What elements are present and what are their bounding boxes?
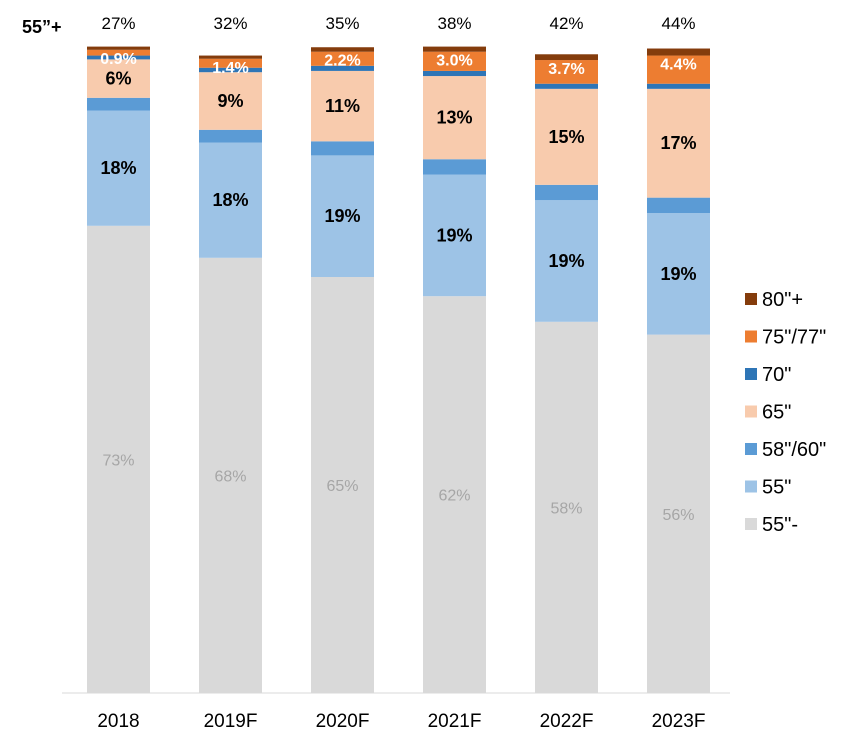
- bar-segment-5-5: [647, 55, 710, 84]
- x-tick-label-4: 2022F: [540, 711, 594, 732]
- bar-segment-0-5: [87, 49, 150, 56]
- bar-segment-2-4: [311, 65, 374, 71]
- row-label-55-plus: 55”+: [22, 17, 62, 37]
- data-label-1-3: 9%: [217, 91, 243, 111]
- legend: 80"+ 75"/77" 70" 65" 58"/60" 55" 55"-: [745, 289, 826, 536]
- legend-swatch-4: [745, 443, 757, 455]
- bar-segment-3-2: [423, 159, 486, 175]
- bar-segment-3-3: [423, 76, 486, 160]
- bar-segment-2-2: [311, 141, 374, 156]
- bar-segment-0-0: [87, 225, 150, 694]
- legend-swatch-1: [745, 330, 757, 343]
- bar-segment-1-3: [199, 72, 262, 130]
- legend-label-2: 70": [762, 364, 791, 386]
- data-label-5-3: 17%: [660, 133, 696, 153]
- total-label-0: 27%: [101, 14, 135, 33]
- legend-label-6: 55"-: [762, 514, 798, 536]
- bars-group: 73% 18% 6%0.9% 2018 27% 68% 18% 9% 1.4% 2019F 32% 6…: [87, 14, 710, 732]
- data-label-0-0: 73%: [102, 452, 134, 469]
- bar-segment-3-6: [423, 46, 486, 52]
- bar-segment-2-3: [311, 70, 374, 142]
- bar-segment-4-4: [535, 83, 598, 89]
- bar-segment-4-3: [535, 88, 598, 185]
- x-tick-label-3: 2021F: [428, 711, 482, 732]
- data-label-4-0: 58%: [550, 500, 582, 517]
- data-label-2-1: 19%: [324, 206, 360, 226]
- data-label-3-5: 3.0%: [436, 53, 472, 70]
- data-label-1-0: 68%: [214, 468, 246, 485]
- bar-segment-3-5: [423, 51, 486, 71]
- x-tick-label-2: 2020F: [316, 711, 370, 732]
- data-label-4-3: 15%: [548, 127, 584, 147]
- total-label-2: 35%: [325, 14, 359, 33]
- bar-segment-3-1: [423, 174, 486, 297]
- total-label-4: 42%: [549, 14, 583, 33]
- bar-segment-2-0: [311, 277, 374, 693]
- legend-label-3: 65": [762, 402, 791, 424]
- bar-segment-0-1: [87, 110, 150, 226]
- data-label-2-5: 2.2%: [324, 53, 360, 70]
- bar-segment-0-2: [87, 97, 150, 111]
- bar-segment-3-0: [423, 296, 486, 693]
- legend-label-5: 55": [762, 477, 791, 499]
- data-label-3-0: 62%: [438, 488, 470, 505]
- bar-segment-2-1: [311, 155, 374, 277]
- data-label-5-5: 4.4%: [660, 57, 696, 74]
- data-label-3-1: 19%: [436, 225, 472, 245]
- bar-segment-0-6: [87, 46, 150, 50]
- bar-segment-4-1: [535, 200, 598, 322]
- data-label-2-3: 11%: [325, 96, 360, 116]
- data-label-0-5: 0.9%: [100, 51, 136, 68]
- data-label-1-1: 18%: [212, 190, 248, 210]
- bar-segment-1-4: [199, 67, 262, 73]
- bar-segment-5-4: [647, 83, 710, 89]
- x-tick-label-0: 2018: [97, 711, 139, 732]
- legend-swatch-3: [745, 405, 757, 418]
- bar-segment-3-4: [423, 70, 486, 77]
- data-label-3-3: 13%: [436, 108, 472, 128]
- data-label-0-1: 18%: [100, 158, 136, 178]
- data-label-0-3: 6%: [105, 69, 131, 89]
- bar-segment-0-4: [87, 55, 150, 60]
- total-label-3: 38%: [437, 14, 471, 33]
- x-tick-label-5: 2023F: [652, 711, 706, 732]
- data-label-4-1: 19%: [548, 251, 584, 271]
- bar-segment-1-0: [199, 257, 262, 693]
- legend-label-4: 58"/60": [762, 439, 826, 461]
- bar-segment-2-6: [311, 47, 374, 52]
- bar-segment-4-2: [535, 184, 598, 201]
- bar-segment-1-5: [199, 58, 262, 68]
- bar-segment-5-3: [647, 88, 710, 198]
- data-label-2-0: 65%: [326, 478, 358, 495]
- bar-segment-5-1: [647, 213, 710, 335]
- data-label-1-5: 1.4%: [212, 60, 248, 77]
- legend-label-1: 75"/77": [762, 327, 826, 349]
- data-label-5-0: 56%: [662, 507, 694, 524]
- data-label-4-5: 3.7%: [548, 61, 584, 78]
- total-label-1: 32%: [213, 14, 247, 33]
- bar-segment-4-0: [535, 321, 598, 693]
- bar-segment-4-5: [535, 60, 598, 84]
- bar-segment-4-6: [535, 54, 598, 61]
- x-tick-label-1: 2019F: [204, 711, 258, 732]
- legend-swatch-6: [745, 518, 757, 530]
- bar-segment-5-0: [647, 334, 710, 693]
- total-label-5: 44%: [661, 14, 695, 33]
- legend-swatch-0: [745, 293, 757, 305]
- data-label-5-1: 19%: [660, 264, 696, 284]
- bar-segment-5-6: [647, 48, 710, 56]
- bar-segment-1-2: [199, 129, 262, 143]
- legend-label-0: 80"+: [762, 289, 803, 311]
- bar-segment-1-6: [199, 55, 262, 59]
- legend-swatch-2: [745, 368, 757, 380]
- bar-segment-0-3: [87, 59, 150, 98]
- bar-segment-5-2: [647, 197, 710, 213]
- legend-swatch-5: [745, 480, 757, 493]
- bar-segment-1-1: [199, 142, 262, 258]
- bar-segment-2-5: [311, 51, 374, 66]
